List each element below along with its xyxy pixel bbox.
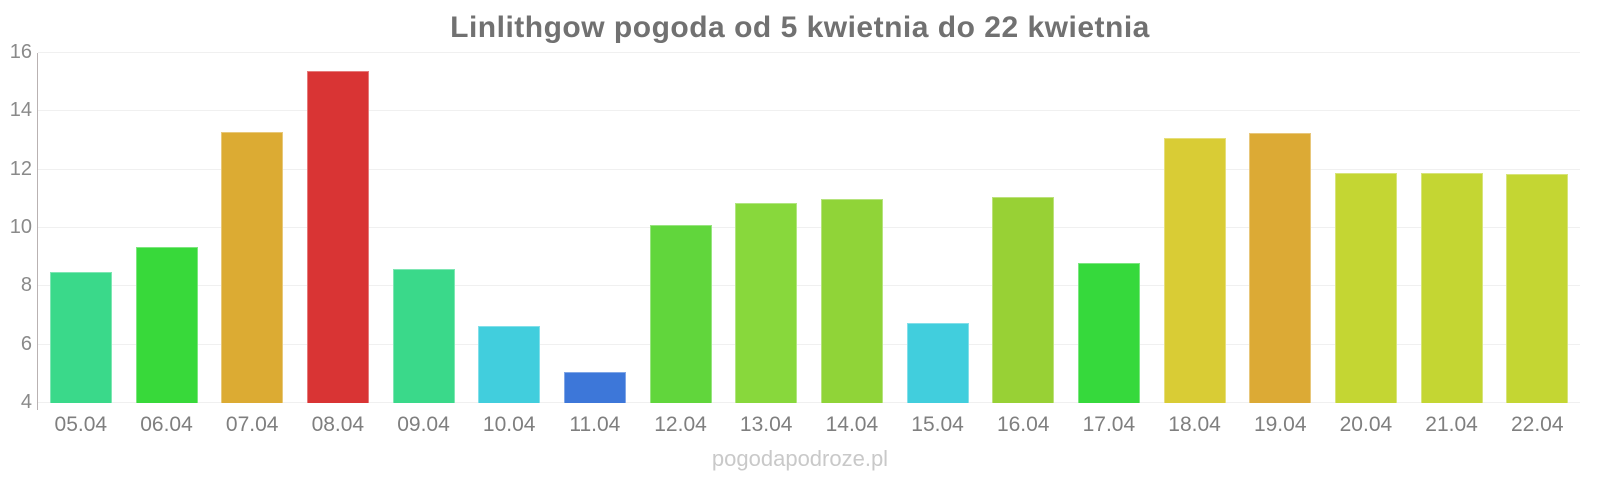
y-tick-label: 6 bbox=[20, 332, 32, 355]
bar-slot: 14.04 bbox=[809, 53, 895, 436]
bar-slot: 05.04 bbox=[38, 53, 124, 436]
x-tick-label: 21.04 bbox=[1425, 413, 1478, 436]
x-tick-label: 07.04 bbox=[225, 413, 279, 436]
gridline-y-12: 12 bbox=[10, 159, 1580, 179]
bar-19.04[interactable] bbox=[1249, 133, 1312, 403]
x-tick-label: 13.04 bbox=[739, 413, 793, 436]
bar-13.04[interactable] bbox=[735, 203, 798, 403]
bar-05.04[interactable] bbox=[49, 271, 112, 403]
bar-14.04[interactable] bbox=[820, 198, 883, 403]
plot-area: 4 6 8 10 12 14 16 05.04 06.04 07.04 08.04 09.04 10.… bbox=[10, 42, 1580, 436]
bar-20.04[interactable] bbox=[1334, 172, 1397, 403]
bar-10.04[interactable] bbox=[478, 325, 541, 403]
bar-slot: 17.04 bbox=[1066, 53, 1152, 436]
bar-09.04[interactable] bbox=[392, 268, 455, 403]
bar-slot: 08.04 bbox=[295, 53, 381, 436]
bar-slot: 11.04 bbox=[552, 53, 638, 436]
y-tick-label: 16 bbox=[9, 41, 32, 63]
chart-title: Linlithgow pogoda od 5 kwietnia do 22 kw… bbox=[450, 11, 1150, 44]
x-tick-label: 09.04 bbox=[397, 413, 450, 436]
watermark: pogodapodroze.pl bbox=[711, 446, 889, 471]
x-tick-label: 22.04 bbox=[1510, 413, 1564, 436]
x-tick-label: 18.04 bbox=[1168, 413, 1221, 436]
bar-slot: 22.04 bbox=[1494, 53, 1580, 436]
bar-slot: 06.04 bbox=[124, 53, 210, 436]
x-tick-label: 14.04 bbox=[825, 413, 879, 436]
bar-slot: 10.04 bbox=[466, 53, 552, 436]
bar-slot: 12.04 bbox=[638, 53, 724, 436]
bar-slot: 19.04 bbox=[1237, 53, 1323, 436]
y-tick-label: 12 bbox=[9, 157, 32, 180]
x-tick-label: 12.04 bbox=[654, 413, 707, 436]
x-tick-label: 10.04 bbox=[482, 413, 536, 436]
bar-21.04[interactable] bbox=[1420, 172, 1483, 403]
x-tick-label: 20.04 bbox=[1339, 413, 1393, 436]
bar-16.04[interactable] bbox=[992, 197, 1055, 403]
bar-22.04[interactable] bbox=[1506, 174, 1569, 403]
bar-18.04[interactable] bbox=[1163, 137, 1226, 403]
y-tick-label: 14 bbox=[9, 99, 32, 122]
x-tick-label: 06.04 bbox=[140, 413, 193, 436]
x-tick-label: 15.04 bbox=[911, 413, 964, 436]
bar-slot: 20.04 bbox=[1323, 53, 1409, 436]
gridline-y-4: 4 bbox=[21, 392, 1580, 412]
bar-slot: 21.04 bbox=[1409, 53, 1495, 436]
bar-slot: 09.04 bbox=[381, 53, 467, 436]
gridline-y-10: 10 bbox=[10, 217, 1580, 237]
bar-12.04[interactable] bbox=[649, 225, 712, 403]
gridline-y-6: 6 bbox=[21, 334, 1580, 354]
bar-slot: 18.04 bbox=[1152, 53, 1238, 436]
bar-slot: 13.04 bbox=[723, 53, 809, 436]
y-tick-label: 4 bbox=[20, 391, 32, 413]
bar-15.04[interactable] bbox=[906, 322, 969, 403]
bar-slot: 07.04 bbox=[209, 53, 295, 436]
x-tick-label: 05.04 bbox=[54, 413, 108, 436]
y-axis-line bbox=[37, 53, 38, 410]
bar-11.04[interactable] bbox=[563, 372, 626, 403]
bars-layer: 05.04 06.04 07.04 08.04 09.04 10.04 11.04 12.04… bbox=[38, 53, 1580, 436]
bar-06.04[interactable] bbox=[135, 246, 198, 403]
bar-07.04[interactable] bbox=[221, 131, 284, 403]
x-tick-label: 08.04 bbox=[311, 413, 365, 436]
gridline-y-8: 8 bbox=[21, 275, 1580, 295]
bar-08.04[interactable] bbox=[306, 70, 369, 403]
y-tick-label: 8 bbox=[20, 274, 32, 297]
gridline-y-14: 14 bbox=[10, 100, 1580, 120]
bar-slot: 16.04 bbox=[980, 53, 1066, 436]
x-tick-label: 16.04 bbox=[996, 413, 1050, 436]
x-tick-label: 11.04 bbox=[569, 413, 621, 436]
bar-17.04[interactable] bbox=[1077, 263, 1140, 403]
x-tick-label: 19.04 bbox=[1253, 413, 1307, 436]
bar-slot: 15.04 bbox=[895, 53, 981, 436]
x-tick-label: 17.04 bbox=[1082, 413, 1136, 436]
y-tick-label: 10 bbox=[9, 216, 32, 238]
gridline-y-16: 16 bbox=[10, 42, 1580, 62]
